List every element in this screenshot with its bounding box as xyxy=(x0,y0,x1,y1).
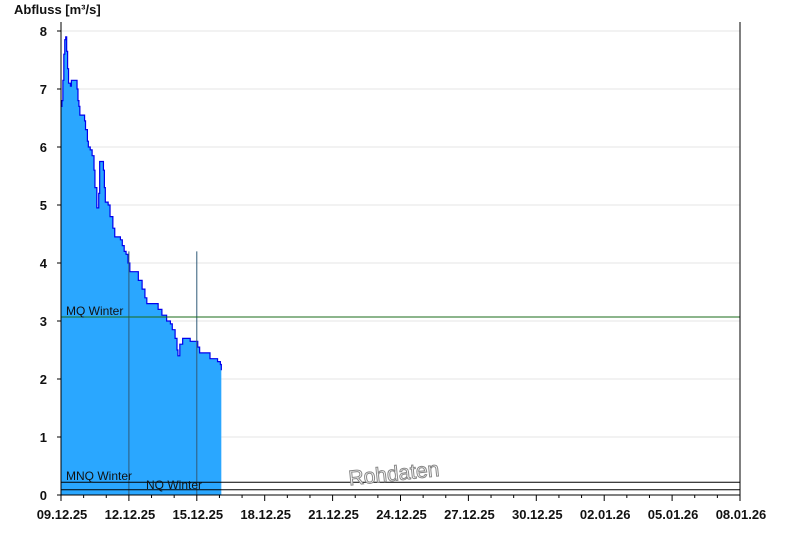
y-tick-label: 8 xyxy=(40,24,47,39)
y-axis-title: Abfluss [m³/s] xyxy=(14,2,101,17)
x-tick-label: 09.12.25 xyxy=(37,507,88,522)
reference-line-label: MQ Winter xyxy=(66,304,123,318)
y-tick-label: 4 xyxy=(40,256,48,271)
y-tick-label: 6 xyxy=(40,140,47,155)
reference-line-label: MNQ Winter xyxy=(66,469,132,483)
discharge-line xyxy=(61,36,222,371)
y-tick-label: 1 xyxy=(40,430,47,445)
x-tick-label: 12.12.25 xyxy=(105,507,156,522)
watermark: Rohdaten xyxy=(347,458,440,490)
x-tick-label: 27.12.25 xyxy=(444,507,495,522)
reference-line-label: NQ Winter xyxy=(146,478,202,492)
y-tick-label: 0 xyxy=(40,488,47,503)
x-tick-label: 02.01.26 xyxy=(580,507,631,522)
y-tick-label: 2 xyxy=(40,372,47,387)
x-tick-label: 05.01.26 xyxy=(648,507,699,522)
x-tick-label: 08.01.26 xyxy=(716,507,767,522)
y-tick-label: 5 xyxy=(40,198,47,213)
y-tick-label: 3 xyxy=(40,314,47,329)
y-tick-label: 7 xyxy=(40,82,47,97)
x-tick-label: 21.12.25 xyxy=(308,507,359,522)
discharge-area xyxy=(61,36,222,496)
x-tick-label: 24.12.25 xyxy=(376,507,427,522)
x-tick-label: 18.12.25 xyxy=(240,507,291,522)
x-tick-label: 30.12.25 xyxy=(512,507,563,522)
x-tick-label: 15.12.25 xyxy=(172,507,223,522)
